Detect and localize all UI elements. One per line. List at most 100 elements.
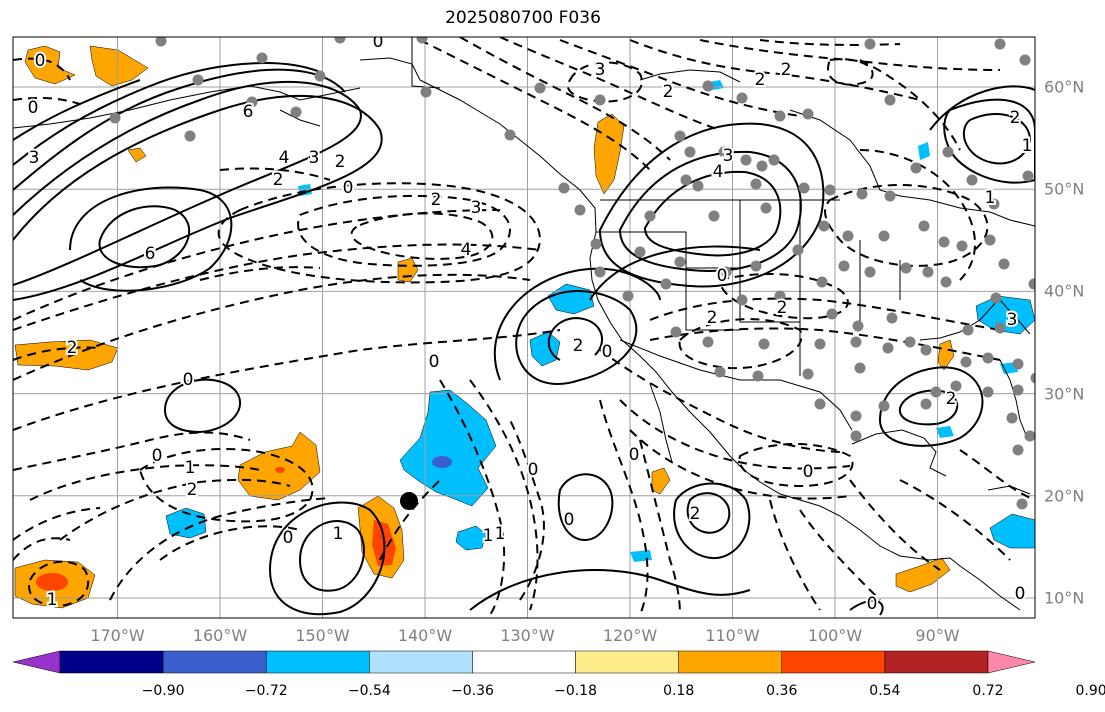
- station-dot: [842, 230, 854, 242]
- station-dot: [1022, 170, 1034, 182]
- station-dot: [856, 188, 868, 200]
- anomaly-fill: [14, 45, 1035, 609]
- latitude-label: 30°N: [1044, 384, 1085, 404]
- latitude-label: 50°N: [1044, 179, 1085, 199]
- colorbar-tick: 0.54: [869, 683, 901, 699]
- contour-value-label: 0: [283, 528, 294, 548]
- station-dot: [814, 338, 826, 350]
- station-dot: [674, 130, 686, 142]
- station-dot: [792, 244, 804, 256]
- contour-value-label: 4: [461, 240, 472, 260]
- contour-value-label: 1: [1022, 136, 1033, 156]
- station-dot: [982, 352, 994, 364]
- station-dot: [1019, 54, 1031, 66]
- contour-value-label: 3: [471, 198, 482, 218]
- contour-value-label: 4: [279, 148, 290, 168]
- contour-value-label: 2: [690, 504, 701, 524]
- contour-value-label: 3: [595, 60, 606, 80]
- longitude-label: 120°W: [602, 626, 658, 645]
- station-dot: [750, 260, 762, 272]
- station-dot: [942, 146, 954, 158]
- station-dot: [1030, 372, 1035, 384]
- station-dot: [680, 174, 692, 186]
- station-dot: [850, 336, 862, 348]
- contour-value-label: 3: [1007, 310, 1018, 330]
- contour-value-label: 0: [35, 51, 46, 71]
- contour-value-label: 1: [985, 188, 996, 208]
- contour-value-label: 1: [483, 526, 494, 546]
- latitude-label: 20°N: [1044, 486, 1085, 506]
- contour-value-label: 4: [713, 162, 724, 182]
- station-dot: [884, 94, 896, 106]
- station-dot: [774, 290, 786, 302]
- longitude-label: 140°W: [397, 626, 453, 645]
- latitude-label: 10°N: [1044, 588, 1085, 608]
- station-dot: [736, 294, 748, 306]
- station-dot: [714, 366, 726, 378]
- contour-value-label: 1: [495, 524, 506, 544]
- station-dot: [702, 80, 714, 92]
- contour-lines: [13, 62, 1035, 616]
- longitude-label: 130°W: [500, 626, 555, 645]
- station-dot: [826, 308, 838, 320]
- station-dot: [290, 106, 302, 118]
- station-dot: [684, 146, 696, 158]
- contour-value-label: 2: [946, 389, 957, 409]
- colorbar-tick: 0.18: [663, 683, 695, 699]
- contour-value-label: 2: [663, 82, 674, 102]
- station-dot: [920, 344, 932, 356]
- latitude-label: 40°N: [1044, 281, 1085, 301]
- station-dot: [760, 202, 772, 214]
- station-dot: [416, 37, 428, 44]
- station-dot: [1024, 430, 1035, 442]
- contour-value-label: 2: [777, 298, 788, 318]
- station-dot: [854, 362, 866, 374]
- station-dot: [798, 182, 810, 194]
- contour-value-label: 1: [185, 458, 196, 478]
- contour-value-label: 0: [528, 460, 539, 480]
- contour-value-label: 0: [152, 446, 163, 466]
- station-dot: [256, 52, 268, 64]
- station-dot: [634, 246, 646, 258]
- contour-value-label: 2: [273, 170, 284, 190]
- contour-value-label: 2: [1010, 108, 1021, 128]
- station-dot: [768, 154, 780, 166]
- contour-value-label: 3: [723, 146, 734, 166]
- station-dot: [534, 82, 546, 94]
- station-dot: [109, 112, 121, 124]
- contour-value-label: 0: [373, 32, 384, 52]
- station-dot: [920, 398, 932, 410]
- station-dot: [750, 178, 762, 190]
- station-dot: [938, 236, 950, 248]
- latitude-label: 60°N: [1044, 77, 1085, 97]
- station-dot: [504, 129, 516, 141]
- contour-value-label: 2: [707, 308, 718, 328]
- colorbar-tick: −0.54: [347, 683, 391, 699]
- station-dot: [918, 220, 930, 232]
- colorbar-tick: 0.36: [766, 683, 798, 699]
- station-dot: [756, 160, 768, 172]
- station-dot: [1028, 278, 1035, 290]
- contour-value-label: 2: [335, 152, 346, 172]
- colorbar-segment: [884, 650, 989, 674]
- station-dot: [1006, 412, 1018, 424]
- station-dot: [982, 386, 994, 398]
- station-dot: [818, 220, 830, 232]
- station-dot: [864, 38, 876, 50]
- colorbar-segment: [472, 650, 576, 674]
- station-dot: [692, 180, 704, 192]
- colorbar-tick: 0.72: [972, 683, 1004, 699]
- station-dot: [670, 326, 682, 338]
- station-dot: [956, 240, 968, 252]
- station-dot: [960, 356, 972, 368]
- station-dot: [184, 130, 196, 142]
- colorbar: [12, 650, 1036, 674]
- station-dot: [816, 276, 828, 288]
- contour-value-label: 1: [47, 590, 58, 610]
- contour-value-label: 0: [629, 445, 640, 465]
- station-dot: [246, 96, 258, 108]
- station-dot: [660, 278, 672, 290]
- station-dot: [622, 290, 634, 302]
- station-dot: [740, 154, 752, 166]
- station-dot: [878, 400, 890, 412]
